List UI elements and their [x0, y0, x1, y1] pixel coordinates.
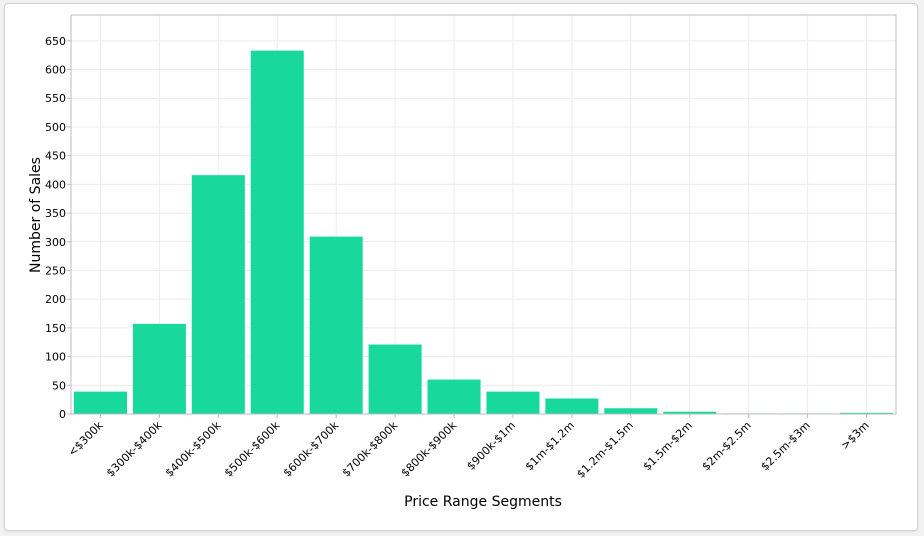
- y-tick-label: 600: [45, 64, 66, 77]
- x-tick-label: $400k-$500k: [163, 418, 224, 479]
- bar: [132, 323, 186, 414]
- y-tick-label: 250: [45, 264, 66, 277]
- bar: [191, 175, 245, 414]
- y-tick-label: 550: [45, 92, 66, 105]
- x-tick-label: $900k-$1m: [464, 419, 518, 473]
- y-tick-label: 650: [45, 35, 66, 48]
- x-tick-label: $300k-$400k: [104, 418, 165, 479]
- y-tick-label: 500: [45, 121, 66, 134]
- axes: [67, 14, 897, 418]
- bar: [368, 344, 422, 414]
- y-tick-label: 100: [45, 351, 66, 364]
- x-axis-title: Price Range Segments: [404, 494, 562, 510]
- y-tick-label: 0: [59, 408, 66, 421]
- bar: [73, 391, 127, 414]
- y-tick-label: 450: [45, 150, 66, 163]
- y-tick-label: 200: [45, 293, 66, 306]
- bar: [250, 50, 304, 415]
- bar: [840, 412, 894, 414]
- y-tick-label: 350: [45, 207, 66, 220]
- x-tick-label: $600k-$700k: [281, 418, 342, 479]
- chart-frame: [4, 3, 918, 531]
- bar: [427, 379, 481, 414]
- plot-frame: [70, 14, 897, 415]
- y-tick-label: 400: [45, 178, 66, 191]
- y-tick-label: 50: [52, 379, 66, 392]
- bar: [604, 408, 658, 414]
- bar: [545, 398, 599, 414]
- y-tick-labels: 0 50 100 150 200 250 300 350 400 450 500 550 600 650: [45, 35, 66, 421]
- x-tick-label: <$300k: [66, 418, 106, 458]
- x-tick-label: $2.5m-$3m: [758, 419, 812, 473]
- bars: [73, 50, 894, 415]
- x-tick-labels: <$300k$300k-$400k$400k-$500k$500k-$600k$…: [66, 418, 872, 480]
- bar: [486, 391, 540, 414]
- x-tick-label: $800k-$900k: [399, 418, 460, 479]
- x-tick-label: $700k-$800k: [340, 418, 401, 479]
- bar: [663, 411, 717, 414]
- x-tick-label: $1.2m-$1.5m: [574, 419, 636, 481]
- x-tick-label: $1m-$1.2m: [523, 419, 577, 473]
- y-axis-title: Number of Sales: [28, 157, 44, 273]
- y-tick-label: 300: [45, 236, 66, 249]
- x-tick-label: >$3m: [838, 419, 871, 452]
- x-tick-label: $500k-$600k: [222, 418, 283, 479]
- bar: [309, 236, 363, 414]
- x-tick-label: $2m-$2.5m: [699, 419, 753, 473]
- x-tick-label: $1.5m-$2m: [641, 419, 695, 473]
- y-tick-label: 150: [45, 322, 66, 335]
